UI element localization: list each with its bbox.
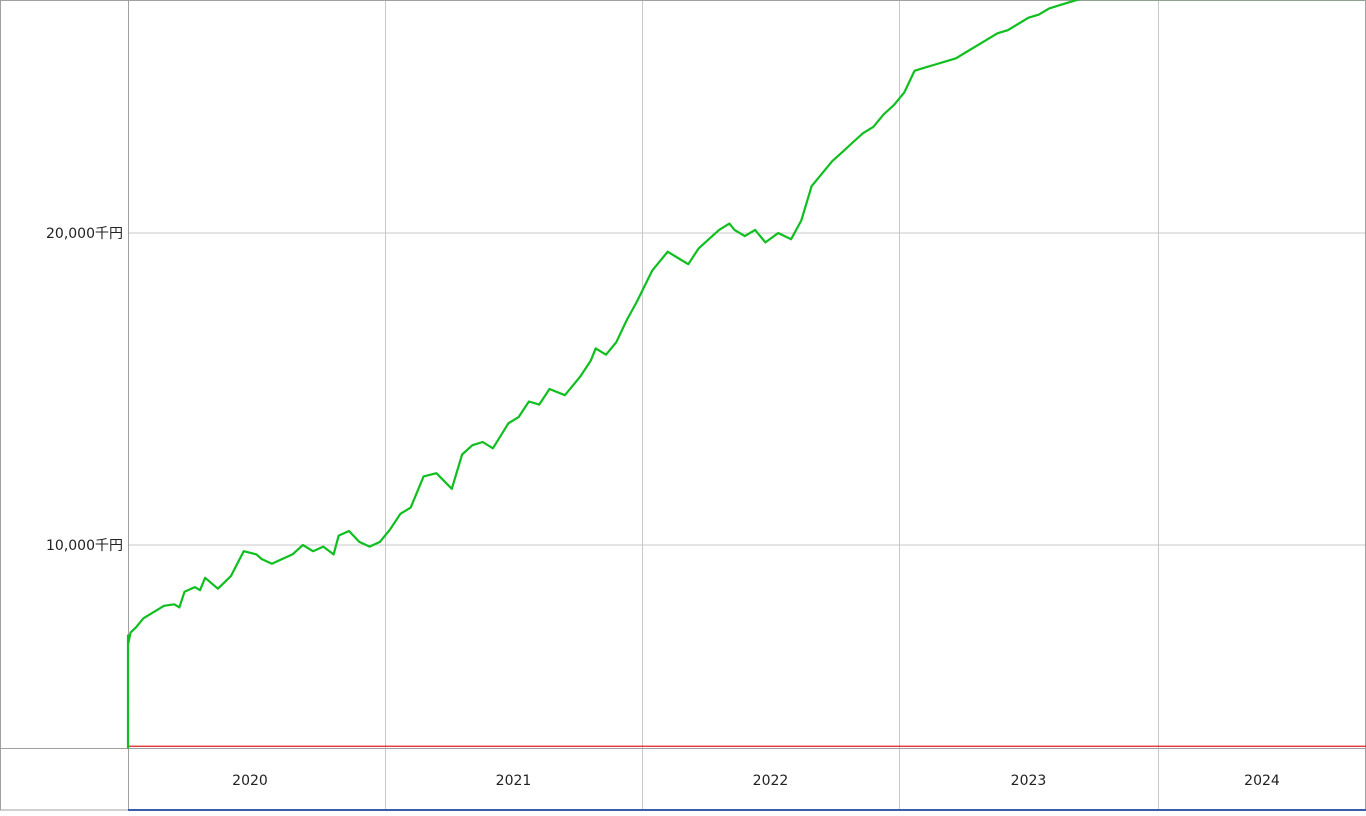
y-tick-label: 10,000千円 xyxy=(46,538,123,554)
x-tick-label: 2022 xyxy=(753,773,789,789)
x-tick-label: 2020 xyxy=(232,773,268,789)
x-tick-label: 2021 xyxy=(496,773,532,789)
x-tick-label: 2024 xyxy=(1244,773,1280,789)
y-axis: 10,000千円 20,000千円 xyxy=(46,226,123,554)
series-layer xyxy=(126,0,1366,749)
x-axis: 2020 2021 2022 2023 2024 xyxy=(232,773,1280,789)
y-tick-label: 20,000千円 xyxy=(46,226,123,242)
x-tick-label: 2023 xyxy=(1011,773,1047,789)
series-line xyxy=(126,0,1366,749)
